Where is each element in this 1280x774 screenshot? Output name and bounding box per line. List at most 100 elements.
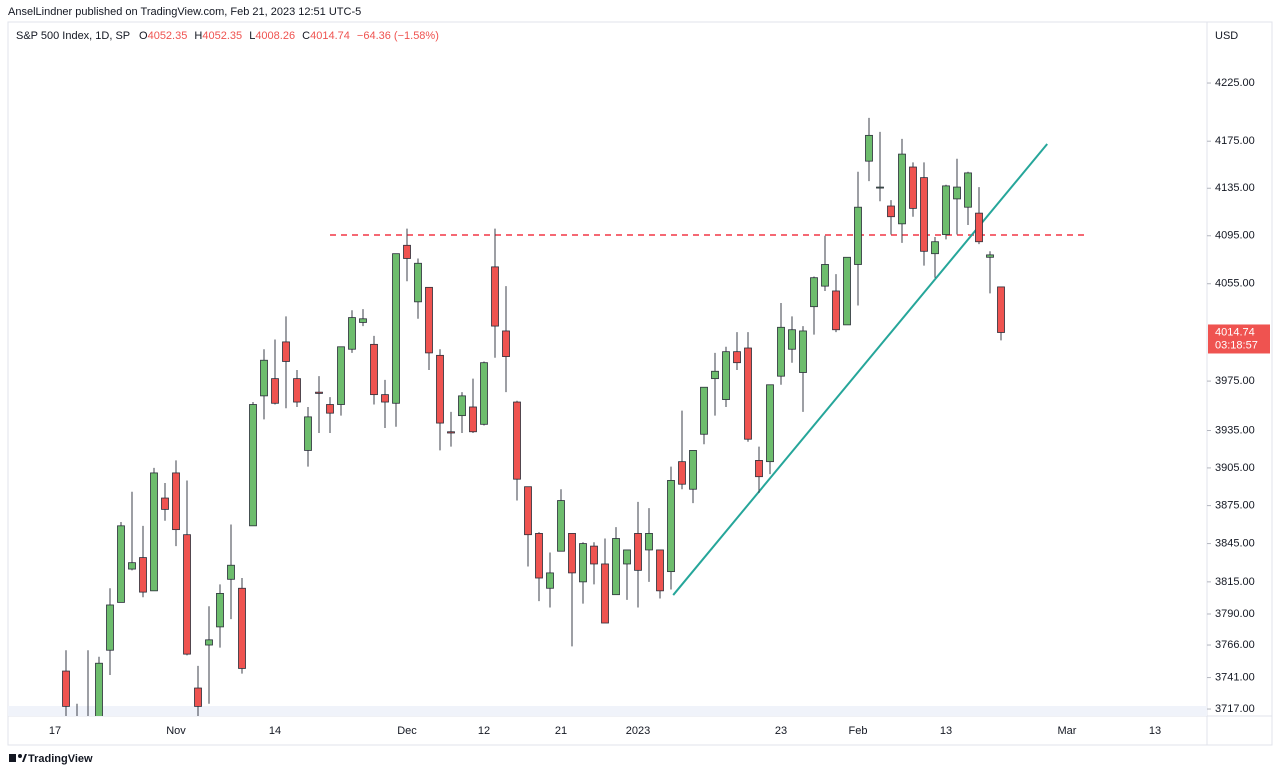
- candle-body: [601, 563, 609, 624]
- candle-body: [304, 416, 312, 451]
- candle-body: [821, 264, 829, 287]
- currency: USD: [1215, 30, 1238, 42]
- candle-body: [491, 266, 499, 327]
- candle-body: [557, 500, 565, 552]
- candle-body: [854, 206, 862, 265]
- candle-body: [271, 378, 279, 404]
- price-box: [1208, 324, 1270, 354]
- y-tick-label: 4095.00: [1215, 230, 1255, 242]
- candle-body: [766, 384, 774, 463]
- candle-body: [689, 450, 697, 490]
- y-tick-label: 3790.00: [1215, 608, 1255, 620]
- ohlc-value: 4052.35: [148, 30, 188, 42]
- candle-body: [282, 341, 290, 362]
- ohlc-value: 4008.26: [255, 30, 295, 42]
- y-tick-label: 3975.00: [1215, 375, 1255, 387]
- x-tick-label: Nov: [166, 725, 186, 737]
- candle-body: [953, 186, 961, 200]
- candle-body: [524, 486, 532, 536]
- candle-body: [535, 533, 543, 579]
- candle-body: [799, 330, 807, 373]
- y-tick-label: 3717.00: [1215, 703, 1255, 715]
- candle-body: [139, 557, 147, 593]
- y-tick-label: 3741.00: [1215, 671, 1255, 683]
- candle-body: [634, 533, 642, 571]
- candle-body: [876, 186, 884, 189]
- candle-body: [469, 406, 477, 433]
- candle-body: [150, 472, 158, 592]
- candle-body: [645, 533, 653, 551]
- x-tick-label: 13: [940, 725, 952, 737]
- candle-body: [381, 394, 389, 403]
- candle-body: [777, 326, 785, 377]
- y-tick-label: 4055.00: [1215, 278, 1255, 290]
- candle-body: [227, 564, 235, 580]
- candle-body: [590, 545, 598, 565]
- x-tick-label: 12: [478, 725, 490, 737]
- y-tick-label: 3766.00: [1215, 639, 1255, 651]
- candle-body: [612, 538, 620, 596]
- candle-body: [348, 317, 356, 350]
- y-tick-label: 4225.00: [1215, 77, 1255, 89]
- price-label: 4014.74: [1215, 326, 1255, 338]
- candle-body: [678, 461, 686, 485]
- y-tick-label: 3905.00: [1215, 462, 1255, 474]
- candle-body: [106, 604, 114, 651]
- symbol: S&P 500 Index, 1D, SP: [16, 30, 130, 42]
- y-tick-label: 3815.00: [1215, 576, 1255, 588]
- candle-body: [909, 166, 917, 209]
- ohlc-label: H: [194, 30, 202, 42]
- y-tick-label: 3845.00: [1215, 537, 1255, 549]
- candle-body: [194, 687, 202, 707]
- candle-body: [865, 134, 873, 162]
- candle-body: [359, 318, 367, 323]
- candle-body: [513, 401, 521, 480]
- candle-body: [337, 346, 345, 405]
- candle-body: [942, 185, 950, 235]
- candle-body: [458, 395, 466, 417]
- candle-body: [810, 277, 818, 308]
- frame: [7, 21, 1273, 746]
- ohlc-value: 4052.35: [202, 30, 242, 42]
- candle-body: [733, 351, 741, 364]
- y-tick-label: 3935.00: [1215, 424, 1255, 436]
- candle-body: [205, 639, 213, 646]
- candle-body: [711, 370, 719, 380]
- candle-body: [161, 497, 169, 510]
- x-tick-label: 2023: [626, 725, 650, 737]
- candle-body: [260, 359, 268, 397]
- candle-body: [370, 343, 378, 396]
- candle-body: [480, 362, 488, 425]
- ohlc-label: C: [302, 30, 310, 42]
- candle-body: [293, 378, 301, 403]
- candle-body: [447, 431, 455, 434]
- candle-body: [722, 351, 730, 400]
- candle-body: [920, 177, 928, 252]
- bottom-band: [8, 706, 1207, 716]
- y-tick-label: 3875.00: [1215, 500, 1255, 512]
- candle-body: [964, 172, 972, 208]
- x-tick-label: 21: [555, 725, 567, 737]
- candle-body: [623, 549, 631, 565]
- candle-body: [887, 205, 895, 218]
- countdown: 03:18:57: [1215, 339, 1258, 351]
- candle-body: [843, 256, 851, 326]
- candle-body: [425, 286, 433, 354]
- candle-body: [656, 549, 664, 592]
- x-tick-label: Mar: [1058, 725, 1077, 737]
- logo-icon: [9, 754, 27, 762]
- candle-body: [414, 262, 422, 303]
- change: −64.36 (−1.58%): [357, 30, 439, 42]
- candle-body: [975, 212, 983, 243]
- candle-body: [62, 670, 70, 707]
- candle-body: [755, 460, 763, 478]
- trendline: [672, 143, 1048, 596]
- candle-body: [172, 472, 180, 531]
- candle-body: [128, 562, 136, 570]
- candle-body: [315, 391, 323, 394]
- candle-body: [238, 587, 246, 669]
- candle-body: [249, 404, 257, 527]
- candle-body: [95, 662, 103, 716]
- candle-body: [667, 480, 675, 573]
